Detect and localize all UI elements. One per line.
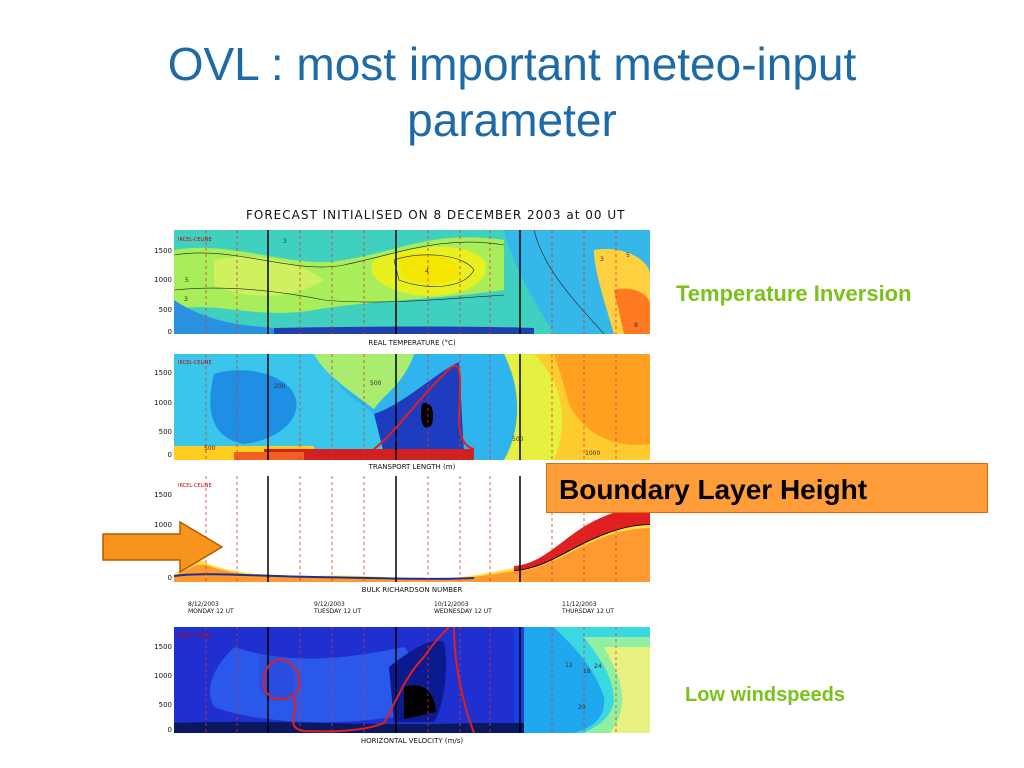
- date-label: 9/12/2003 TUESDAY 12 UT: [314, 601, 361, 615]
- transport-length-panel: [174, 354, 650, 460]
- contour-label: 500: [204, 445, 216, 452]
- y-tick: 1500: [154, 247, 172, 255]
- y-tick: 0: [167, 574, 172, 582]
- low-windspeeds-note: Low windspeeds: [685, 684, 846, 706]
- contour-label: 4: [425, 268, 429, 275]
- panel-name: BULK RICHARDSON NUMBER: [361, 586, 463, 594]
- right-arrow-icon: [102, 521, 224, 573]
- y-tick: 1500: [154, 369, 172, 377]
- date-label: 8/12/2003 MONDAY 12 UT: [188, 601, 234, 615]
- figure-title: FORECAST INITIALISED ON 8 DECEMBER 2003 …: [246, 208, 626, 222]
- y-tick: 0: [167, 328, 172, 336]
- contour-label: 500: [512, 436, 524, 443]
- contour-label: 5: [626, 252, 630, 259]
- y-tick: 1000: [154, 521, 172, 529]
- day-value: WEDNESDAY 12 UT: [434, 608, 492, 615]
- slide-title: OVL : most important meteo-input paramet…: [0, 36, 1024, 148]
- contour-label: 200: [274, 383, 286, 390]
- date-label: 11/12/2003 THURSDAY 12 UT: [562, 601, 614, 615]
- boundary-layer-height-box: Boundary Layer Height: [546, 463, 988, 513]
- contour-label: 12: [565, 662, 573, 669]
- y-tick: 1000: [154, 276, 172, 284]
- date-value: 9/12/2003: [314, 601, 345, 608]
- day-value: THURSDAY 12 UT: [562, 608, 614, 615]
- date-label: 10/12/2003 WEDNESDAY 12 UT: [434, 601, 492, 615]
- y-tick: 1000: [154, 672, 172, 680]
- contour-label: 3: [283, 238, 287, 245]
- contour-label: 5: [185, 277, 189, 284]
- contour-label: 20: [578, 704, 586, 711]
- y-tick: 500: [158, 428, 172, 436]
- panel-name: HORIZONTAL VELOCITY (m/s): [360, 737, 464, 745]
- contour-label: 24: [594, 663, 602, 670]
- y-tick: 1500: [154, 491, 172, 499]
- site-label: IRCEL-CELINE: [178, 483, 212, 489]
- contour-label: 500: [370, 380, 382, 387]
- horizontal-velocity-contour-plot: [174, 627, 650, 733]
- boundary-layer-height-label: Boundary Layer Height: [559, 474, 868, 505]
- day-value: MONDAY 12 UT: [188, 608, 234, 615]
- date-value: 11/12/2003: [562, 601, 597, 608]
- date-value: 10/12/2003: [434, 601, 469, 608]
- y-tick: 0: [167, 451, 172, 459]
- temperature-contour-plot: [174, 230, 650, 334]
- contour-label: 18: [583, 668, 591, 675]
- contour-label: 1000: [585, 450, 601, 457]
- site-label: IRCEL-CELINE: [178, 237, 212, 243]
- panel-name: TRANSPORT LENGTH (m): [368, 463, 456, 471]
- slide-title-line2: parameter: [407, 94, 617, 146]
- temperature-inversion-note: Temperature Inversion: [676, 281, 912, 306]
- y-tick: 500: [158, 306, 172, 314]
- site-label: IRCEL-CELINE: [178, 360, 212, 366]
- y-tick: 0: [167, 726, 172, 734]
- contour-label: 3: [184, 296, 188, 303]
- panel-name: REAL TEMPERATURE (°C): [368, 339, 456, 347]
- temperature-panel: [174, 230, 650, 334]
- y-tick: 500: [158, 701, 172, 709]
- site-label: IRCEL-CELINE: [178, 633, 212, 639]
- date-value: 8/12/2003: [188, 601, 219, 608]
- slide-title-line1: OVL : most important meteo-input: [167, 38, 857, 90]
- horizontal-velocity-panel: [174, 627, 650, 733]
- contour-label: 3: [600, 256, 604, 263]
- y-tick: 1500: [154, 643, 172, 651]
- y-tick: 1000: [154, 399, 172, 407]
- transport-length-contour-plot: [174, 354, 650, 460]
- contour-label: 8: [634, 322, 638, 329]
- day-value: TUESDAY 12 UT: [314, 608, 361, 615]
